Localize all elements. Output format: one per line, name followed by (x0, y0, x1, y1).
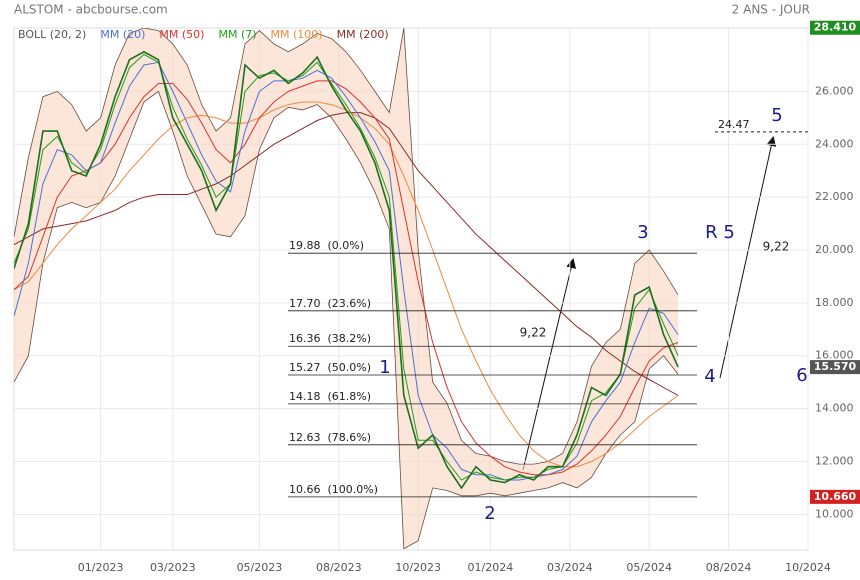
price-line (14, 50, 679, 490)
fib-label: 16.36 (38.2%) (289, 332, 371, 345)
fib-label: 15.27 (50.0%) (289, 361, 371, 374)
ma-line (14, 53, 679, 481)
x-tick-label: 05/2023 (237, 561, 283, 574)
x-tick-label: 08/2023 (316, 561, 362, 574)
price-marker-label: 10.660 (814, 490, 857, 503)
legend-entry: MM (7) (218, 28, 256, 41)
x-tick-label: 03/2024 (547, 561, 593, 574)
x-tick-label: 01/2023 (78, 561, 124, 574)
y-tick-label: 26.000 (815, 84, 854, 97)
legend-entry: BOLL (20, 2) (18, 28, 86, 41)
fib-label: 12.63 (78.6%) (289, 431, 371, 444)
price-marker-label: 15.570 (814, 360, 857, 373)
ma-line (14, 61, 679, 481)
target-label: 24.47 (718, 118, 750, 131)
band-line (14, 90, 679, 550)
x-tick-label: 05/2024 (626, 561, 672, 574)
fib-label: 17.70 (23.6%) (289, 297, 371, 310)
fib-label: 10.66 (100.0%) (289, 483, 378, 496)
x-tick-label: 08/2024 (706, 561, 752, 574)
price-marker (810, 360, 860, 375)
band-line (14, 28, 679, 465)
y-tick-label: 24.000 (815, 137, 854, 150)
wave-label: 3 (637, 222, 648, 243)
price-marker (810, 489, 860, 504)
y-tick-label: 14.000 (815, 402, 854, 415)
legend-entry: MM (200) (337, 28, 389, 41)
plot (14, 28, 679, 550)
ma-line (14, 80, 679, 476)
wave-label: 4 (704, 366, 715, 387)
x-tick-label: 10/2024 (785, 561, 831, 574)
y-tick-label: 10.000 (815, 507, 854, 520)
x-tick-label: 01/2024 (468, 561, 514, 574)
ma-line (14, 112, 679, 396)
price-marker (810, 20, 860, 35)
arrow (522, 258, 577, 471)
note: 9,22 (520, 326, 547, 340)
note: R 5 (705, 222, 735, 243)
fib-label: 14.18 (61.8%) (289, 390, 371, 403)
y-tick-label: 18.000 (815, 296, 854, 309)
chart-title: ALSTOM - abcbourse.com (14, 3, 168, 17)
x-tick-label: 03/2023 (150, 561, 196, 574)
note: 9,22 (763, 240, 790, 254)
wave-label: 6 (796, 365, 807, 386)
y-tick-label: 22.000 (815, 190, 854, 203)
x-tick-label: 10/2023 (395, 561, 441, 574)
wave-label: 1 (379, 357, 390, 378)
band-fill (14, 28, 679, 549)
legend-entry: MM (20) (100, 28, 145, 41)
legend-entry: MM (100) (271, 28, 323, 41)
legend-entry: MM (50) (159, 28, 204, 41)
wave-label: 2 (484, 503, 495, 524)
y-tick-label: 16.000 (815, 349, 854, 362)
fib-label: 19.88 (0.0%) (289, 239, 364, 252)
chart-subtitle: 2 ANS - JOUR (732, 3, 810, 17)
price-marker-label: 28.410 (814, 21, 857, 34)
y-tick-label: 20.000 (815, 243, 854, 256)
y-tick-label: 12.000 (815, 454, 854, 467)
wave-label: 5 (771, 105, 782, 126)
